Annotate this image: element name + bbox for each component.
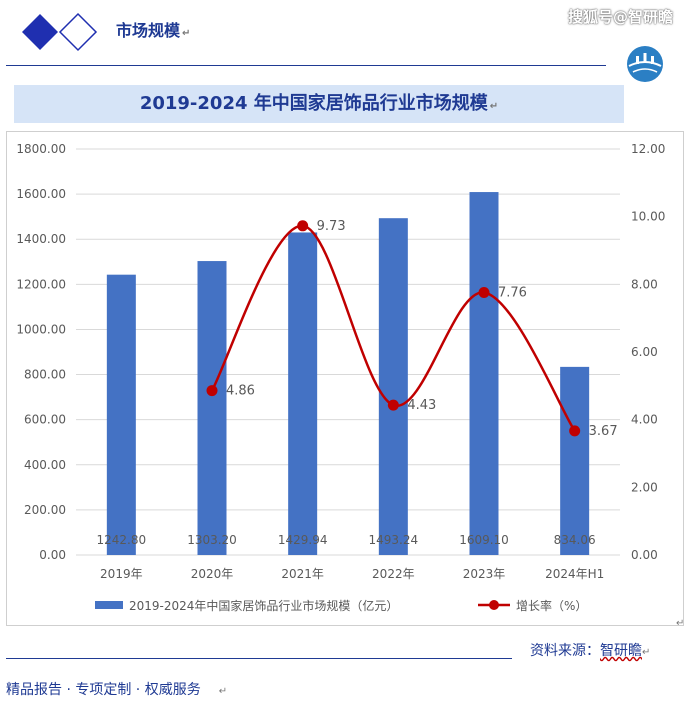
- source-label: 资料来源：: [530, 643, 600, 659]
- legend-line-marker: [489, 600, 499, 610]
- bar: [560, 366, 590, 555]
- legend-bar-label: 2019-2024年中国家居饰品行业市场规模（亿元）: [129, 598, 398, 613]
- watermark: 搜狐号@智研瞻: [568, 8, 674, 26]
- line-data-label: 7.76: [498, 285, 527, 300]
- growth-rate-point: [387, 399, 399, 411]
- diamond-logo-icon: [22, 12, 98, 52]
- footer-divider: [6, 658, 512, 659]
- line-data-label: 4.43: [407, 398, 436, 413]
- bar-data-label: 834.06: [554, 533, 596, 547]
- line-data-label: 3.67: [589, 424, 618, 439]
- left-axis-tick: 1600.00: [16, 187, 66, 201]
- x-axis-tick: 2019年: [100, 567, 143, 581]
- x-axis-tick: 2020年: [191, 567, 234, 581]
- x-axis-tick: 2024年H1: [545, 567, 604, 581]
- bar-data-label: 1493.24: [369, 533, 419, 547]
- bar-data-label: 1429.94: [278, 533, 328, 547]
- legend-bar-swatch: [95, 601, 123, 609]
- return-mark: ↵: [676, 618, 685, 629]
- footer-slogan: 精品报告 · 专项定制 · 权威服务 ↵: [6, 682, 228, 698]
- source-name: 智研瞻: [600, 643, 642, 659]
- right-axis-tick: 6.00: [631, 345, 658, 359]
- report-title: 2019-2024 年中国家居饰品行业市场规模 ↵: [139, 93, 499, 114]
- right-axis-tick: 2.00: [631, 480, 658, 494]
- bar-data-label: 1242.80: [97, 533, 147, 547]
- legend-line-label: 增长率（%）: [516, 598, 587, 613]
- x-axis-tick: 2021年: [281, 567, 324, 581]
- right-axis-tick: 0.00: [631, 548, 658, 562]
- header-divider: [6, 65, 606, 66]
- left-axis-tick: 200.00: [24, 503, 66, 517]
- bar: [197, 261, 227, 555]
- growth-rate-point: [478, 286, 490, 298]
- x-axis-tick: 2022年: [372, 567, 415, 581]
- left-axis-tick: 800.00: [24, 368, 66, 382]
- left-axis-tick: 1000.00: [16, 322, 66, 336]
- right-axis-tick: 8.00: [631, 277, 658, 291]
- x-axis-tick: 2023年: [463, 567, 506, 581]
- bar: [106, 274, 136, 555]
- globe-logo-icon: [627, 46, 663, 82]
- section-title: 市场规模 ↵: [116, 21, 191, 40]
- right-axis-tick: 4.00: [631, 413, 658, 427]
- bar: [378, 218, 408, 556]
- growth-rate-point: [206, 385, 218, 397]
- source-line: 资料来源：智研瞻↵: [530, 643, 651, 659]
- line-data-label: 9.73: [317, 219, 346, 234]
- growth-rate-point: [569, 425, 581, 437]
- left-axis-tick: 0.00: [39, 548, 66, 562]
- growth-rate-point: [297, 220, 309, 232]
- left-axis-tick: 600.00: [24, 413, 66, 427]
- bar-data-label: 1609.10: [459, 533, 509, 547]
- right-axis-tick: 10.00: [631, 210, 665, 224]
- left-axis-tick: 1800.00: [16, 142, 66, 156]
- report-title-box: 2019-2024 年中国家居饰品行业市场规模 ↵: [14, 85, 624, 123]
- bar: [469, 192, 499, 556]
- left-axis-tick: 400.00: [24, 458, 66, 472]
- line-data-label: 4.86: [226, 384, 255, 399]
- chart-frame: [6, 131, 684, 626]
- right-axis-tick: 12.00: [631, 142, 665, 156]
- left-axis-tick: 1400.00: [16, 232, 66, 246]
- left-axis-tick: 1200.00: [16, 277, 66, 291]
- bar-data-label: 1303.20: [187, 533, 237, 547]
- bar: [288, 232, 318, 555]
